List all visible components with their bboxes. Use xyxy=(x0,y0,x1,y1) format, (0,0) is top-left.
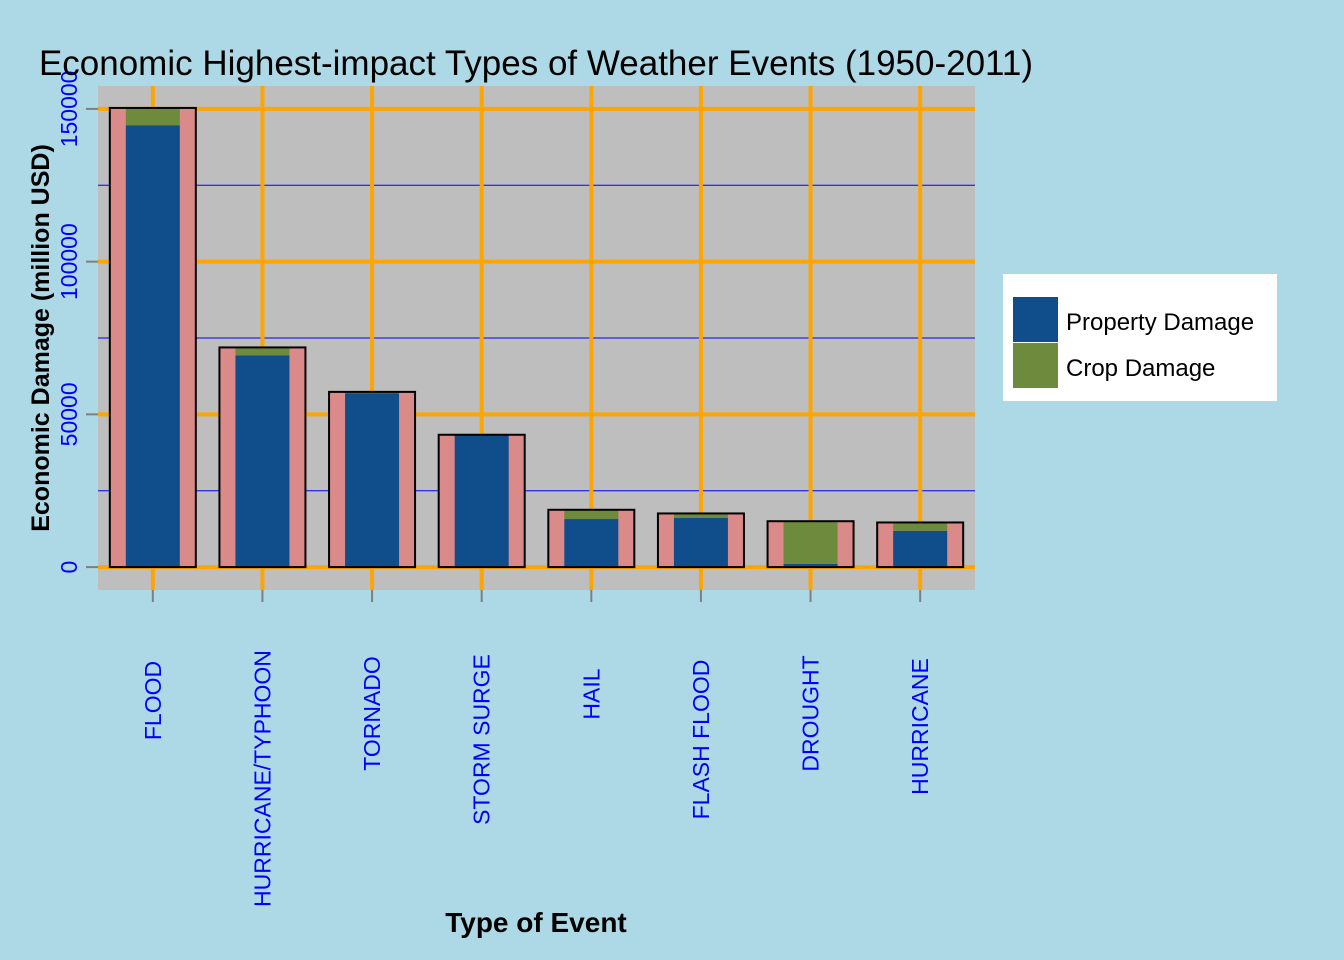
x-tick-label: HAIL xyxy=(578,668,604,719)
legend-label-property: Property Damage xyxy=(1066,309,1254,336)
x-tick-label: DROUGHT xyxy=(798,655,824,771)
crop-damage-bar xyxy=(235,347,290,356)
crop-damage-bar xyxy=(783,521,838,564)
bars-layer xyxy=(108,106,965,569)
crop-damage-bar xyxy=(564,509,619,520)
crop-damage-bar xyxy=(893,522,948,531)
property-damage-bar xyxy=(125,125,180,568)
x-tick-label: FLOOD xyxy=(140,661,166,740)
property-damage-bar xyxy=(783,563,838,568)
bar-outline xyxy=(108,106,197,569)
property-damage-bar xyxy=(893,530,948,568)
chart-title: Economic Highest-impact Types of Weather… xyxy=(39,44,1033,83)
legend: Property Damage Crop Damage xyxy=(1003,274,1277,401)
bar-outline xyxy=(656,512,745,569)
legend-swatch-crop xyxy=(1013,343,1058,388)
x-axis-title: Type of Event xyxy=(445,907,627,938)
crop-damage-bar xyxy=(125,107,180,126)
y-axis: 0 50000 100000 150000 xyxy=(56,71,98,574)
bar-outline xyxy=(876,521,965,569)
bar-outline xyxy=(218,346,307,569)
y-tick-label: 50000 xyxy=(56,382,82,446)
property-damage-bar xyxy=(564,519,619,568)
property-damage-bar xyxy=(235,355,290,568)
y-tick-label: 100000 xyxy=(56,223,82,300)
bar-outline xyxy=(547,508,636,569)
x-axis: FLOOD HURRICANE/TYPHOON TORNADO STORM SURGE… xyxy=(140,590,933,907)
property-damage-bar xyxy=(345,393,400,568)
y-tick-label: 0 xyxy=(56,561,82,574)
x-tick-label: STORM SURGE xyxy=(469,654,495,825)
y-axis-title: Economic Damage (million USD) xyxy=(27,144,55,532)
x-tick-label: HURRICANE/TYPHOON xyxy=(249,650,275,907)
crop-damage-bar xyxy=(673,513,728,518)
property-damage-bar xyxy=(673,517,728,568)
property-damage-bar xyxy=(454,434,509,568)
legend-swatch-property xyxy=(1013,297,1058,342)
legend-label-crop: Crop Damage xyxy=(1066,355,1215,382)
x-tick-label: FLASH FLOOD xyxy=(688,660,714,820)
bar-outline xyxy=(328,390,417,569)
bar-outline xyxy=(437,433,526,569)
y-tick-label: 150000 xyxy=(56,71,82,148)
bar-outline xyxy=(766,520,855,569)
x-tick-label: TORNADO xyxy=(359,656,385,771)
x-tick-label: HURRICANE xyxy=(907,658,933,795)
